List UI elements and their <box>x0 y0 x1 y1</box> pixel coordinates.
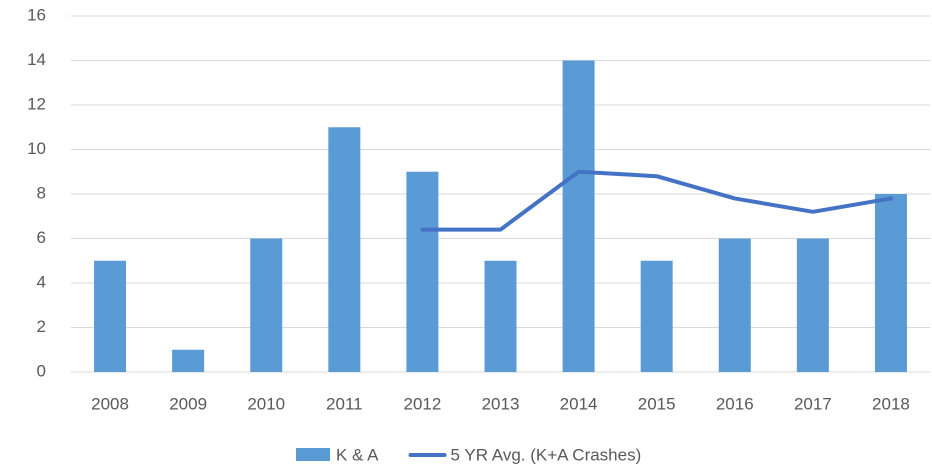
bar <box>250 238 283 372</box>
x-tick-label: 2013 <box>482 394 520 413</box>
bar <box>874 194 907 372</box>
y-tick-label: 10 <box>27 139 46 158</box>
bar <box>562 60 595 372</box>
bar <box>94 260 127 372</box>
legend-label: 5 YR Avg. (K+A Crashes) <box>451 445 642 464</box>
x-tick-label: 2009 <box>169 394 207 413</box>
bar <box>484 260 517 372</box>
y-tick-label: 14 <box>27 50 46 69</box>
bar <box>328 127 361 372</box>
y-tick-label: 2 <box>37 317 46 336</box>
bar <box>796 238 829 372</box>
y-tick-label: 8 <box>37 183 46 202</box>
legend-label: K & A <box>336 445 379 464</box>
x-tick-label: 2014 <box>560 394 598 413</box>
x-tick-label: 2018 <box>872 394 910 413</box>
bar <box>406 171 439 372</box>
y-tick-label: 16 <box>27 5 46 24</box>
bar <box>640 260 673 372</box>
x-tick-label: 2008 <box>91 394 129 413</box>
x-tick-label: 2012 <box>403 394 441 413</box>
y-tick-label: 12 <box>27 94 46 113</box>
x-tick-label: 2010 <box>247 394 285 413</box>
x-tick-label: 2017 <box>794 394 832 413</box>
bar <box>172 349 205 372</box>
bar <box>718 238 751 372</box>
x-tick-label: 2015 <box>638 394 676 413</box>
x-tick-label: 2011 <box>326 394 363 413</box>
y-tick-label: 0 <box>37 361 46 380</box>
line <box>420 169 893 232</box>
y-tick-label: 6 <box>37 228 46 247</box>
y-tick-label: 4 <box>37 272 46 291</box>
legend-swatch <box>296 448 330 461</box>
x-tick-label: 2016 <box>716 394 754 413</box>
